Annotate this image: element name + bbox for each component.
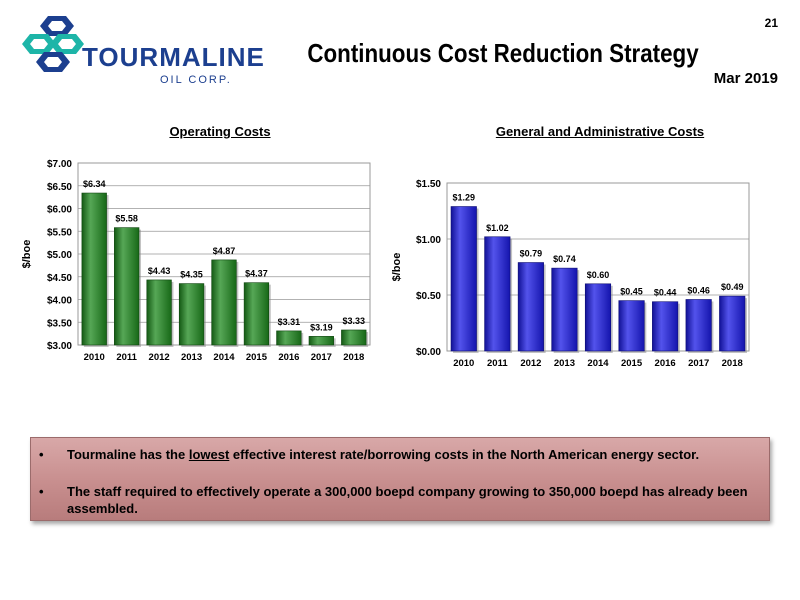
data-label-2011: $5.58	[115, 214, 138, 224]
data-label-2015: $4.37	[245, 269, 268, 279]
data-label-2017: $0.46	[687, 285, 710, 295]
key-points-box: • Tourmaline has the lowest effective in…	[30, 437, 770, 521]
page-number: 21	[764, 16, 778, 30]
bar-2014	[211, 259, 237, 346]
data-label-2013: $4.35	[180, 270, 203, 280]
x-tick-label: 2015	[621, 358, 643, 369]
x-tick-label: 2016	[655, 358, 676, 369]
data-label-2016: $3.31	[278, 317, 301, 327]
bar-2014	[584, 283, 612, 352]
bar-2016	[652, 301, 679, 352]
data-label-2010: $6.34	[83, 179, 106, 189]
x-tick-label: 2014	[587, 358, 609, 369]
bar-2011	[114, 227, 140, 346]
data-label-2011: $1.02	[486, 223, 509, 233]
x-tick-label: 2018	[343, 352, 364, 363]
x-tick-label: 2015	[246, 352, 268, 363]
data-label-2012: $4.43	[148, 266, 171, 276]
x-tick-label: 2017	[688, 358, 709, 369]
y-tick-label: $1.00	[416, 235, 441, 246]
bar-2015	[243, 282, 270, 346]
x-tick-label: 2011	[487, 358, 508, 369]
bar-2015	[618, 300, 645, 352]
bar-2012	[146, 279, 172, 346]
y-tick-label: $0.00	[416, 347, 441, 358]
bar-2018	[719, 295, 746, 352]
y-tick-label: $5.00	[47, 250, 72, 261]
y-tick-label: $0.50	[416, 291, 441, 302]
bar-2010	[81, 192, 107, 346]
ga-costs-title: General and Administrative Costs	[495, 124, 705, 139]
y-axis-label: $/boe	[391, 253, 403, 282]
x-tick-label: 2016	[278, 352, 299, 363]
y-tick-label: $3.50	[47, 318, 72, 329]
bullet-dot: •	[39, 447, 44, 462]
bar-2017	[685, 299, 712, 352]
data-label-2012: $0.79	[520, 249, 543, 259]
x-tick-label: 2011	[116, 352, 137, 363]
page-title: Continuous Cost Reduction Strategy	[307, 38, 699, 68]
data-label-2018: $0.49	[721, 282, 744, 292]
data-label-2015: $0.45	[620, 287, 643, 297]
y-tick-label: $4.00	[47, 296, 72, 307]
bar-2013	[551, 267, 578, 352]
tourmaline-hexagon-icon	[22, 16, 84, 72]
bullet-dot: •	[39, 484, 44, 499]
data-label-2014: $0.60	[587, 270, 610, 280]
data-label-2018: $3.33	[343, 316, 366, 326]
bullet-text-post: effective interest rate/borrowing costs …	[229, 447, 700, 462]
x-tick-label: 2012	[149, 352, 170, 363]
y-tick-label: $3.00	[47, 341, 72, 352]
y-tick-label: $6.00	[47, 205, 72, 216]
bullet-text-pre: Tourmaline has the	[67, 447, 189, 462]
tourmaline-logo: TOURMALINE OIL CORP.	[18, 14, 264, 86]
x-tick-label: 2017	[311, 352, 332, 363]
x-tick-label: 2014	[213, 352, 235, 363]
y-tick-label: $7.00	[47, 159, 72, 170]
operating-costs-title: Operating Costs	[169, 124, 271, 139]
bar-2016	[276, 330, 302, 346]
bar-2013	[178, 283, 205, 346]
data-label-2016: $0.44	[654, 288, 677, 298]
x-tick-label: 2013	[181, 352, 202, 363]
bar-2017	[308, 336, 334, 346]
bar-2011	[484, 236, 511, 352]
data-label-2013: $0.74	[553, 254, 576, 264]
x-tick-label: 2010	[453, 358, 474, 369]
page-date: Mar 2019	[713, 70, 778, 87]
bar-2010	[450, 206, 477, 352]
x-tick-label: 2018	[722, 358, 743, 369]
x-tick-label: 2012	[520, 358, 541, 369]
bar-2018	[341, 329, 367, 346]
logo-wordmark: TOURMALINE	[82, 42, 265, 72]
x-tick-label: 2013	[554, 358, 575, 369]
y-tick-label: $1.50	[416, 179, 441, 190]
logo-subtitle: OIL CORP.	[160, 74, 232, 86]
data-label-2017: $3.19	[310, 322, 333, 332]
bullet-text-emphasis: lowest	[188, 447, 230, 462]
bullet-text: The staff required to effectively operat…	[67, 484, 748, 516]
y-tick-label: $5.50	[47, 227, 72, 238]
data-label-2010: $1.29	[453, 193, 476, 203]
x-tick-label: 2010	[84, 352, 105, 363]
y-tick-label: $4.50	[47, 273, 72, 284]
y-tick-label: $6.50	[47, 182, 72, 193]
bar-2012	[517, 262, 544, 352]
data-label-2014: $4.87	[213, 246, 236, 256]
y-axis-label: $/boe	[21, 240, 33, 269]
